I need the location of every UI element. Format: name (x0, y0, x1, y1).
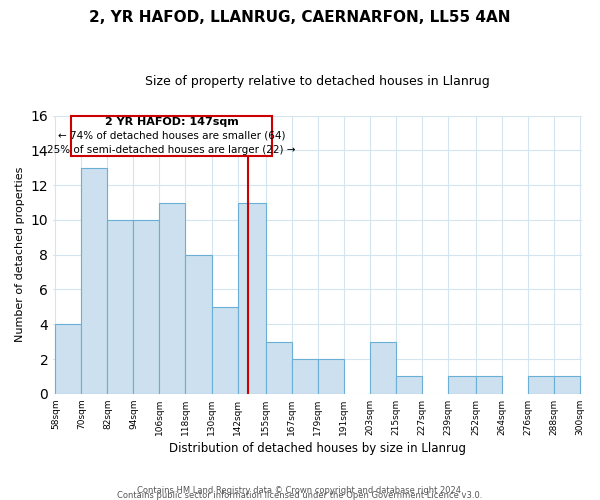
Bar (160, 202, 185, 394)
Bar (396, 376, 422, 394)
Bar (476, 376, 502, 394)
Y-axis label: Number of detached properties: Number of detached properties (15, 167, 25, 342)
Bar (448, 376, 476, 394)
Bar (107, 220, 133, 394)
Bar (133, 220, 160, 394)
Bar (82, 168, 107, 394)
Bar (238, 202, 266, 394)
Bar (185, 254, 212, 394)
Title: Size of property relative to detached houses in Llanrug: Size of property relative to detached ho… (145, 75, 490, 88)
Text: Contains public sector information licensed under the Open Government Licence v3: Contains public sector information licen… (118, 490, 482, 500)
Bar (292, 359, 318, 394)
X-axis label: Distribution of detached houses by size in Llanrug: Distribution of detached houses by size … (169, 442, 466, 455)
Text: ← 74% of detached houses are smaller (64): ← 74% of detached houses are smaller (64… (58, 131, 285, 141)
Text: 25% of semi-detached houses are larger (22) →: 25% of semi-detached houses are larger (… (47, 144, 296, 154)
Bar (55, 324, 82, 394)
Bar (318, 359, 344, 394)
Bar (528, 376, 554, 394)
FancyBboxPatch shape (71, 116, 272, 156)
Text: Contains HM Land Registry data © Crown copyright and database right 2024.: Contains HM Land Registry data © Crown c… (137, 486, 463, 495)
Bar (266, 342, 292, 394)
Bar (212, 307, 238, 394)
Bar (370, 342, 396, 394)
Text: 2 YR HAFOD: 147sqm: 2 YR HAFOD: 147sqm (104, 118, 238, 128)
Text: 2, YR HAFOD, LLANRUG, CAERNARFON, LL55 4AN: 2, YR HAFOD, LLANRUG, CAERNARFON, LL55 4… (89, 10, 511, 25)
Bar (554, 376, 580, 394)
